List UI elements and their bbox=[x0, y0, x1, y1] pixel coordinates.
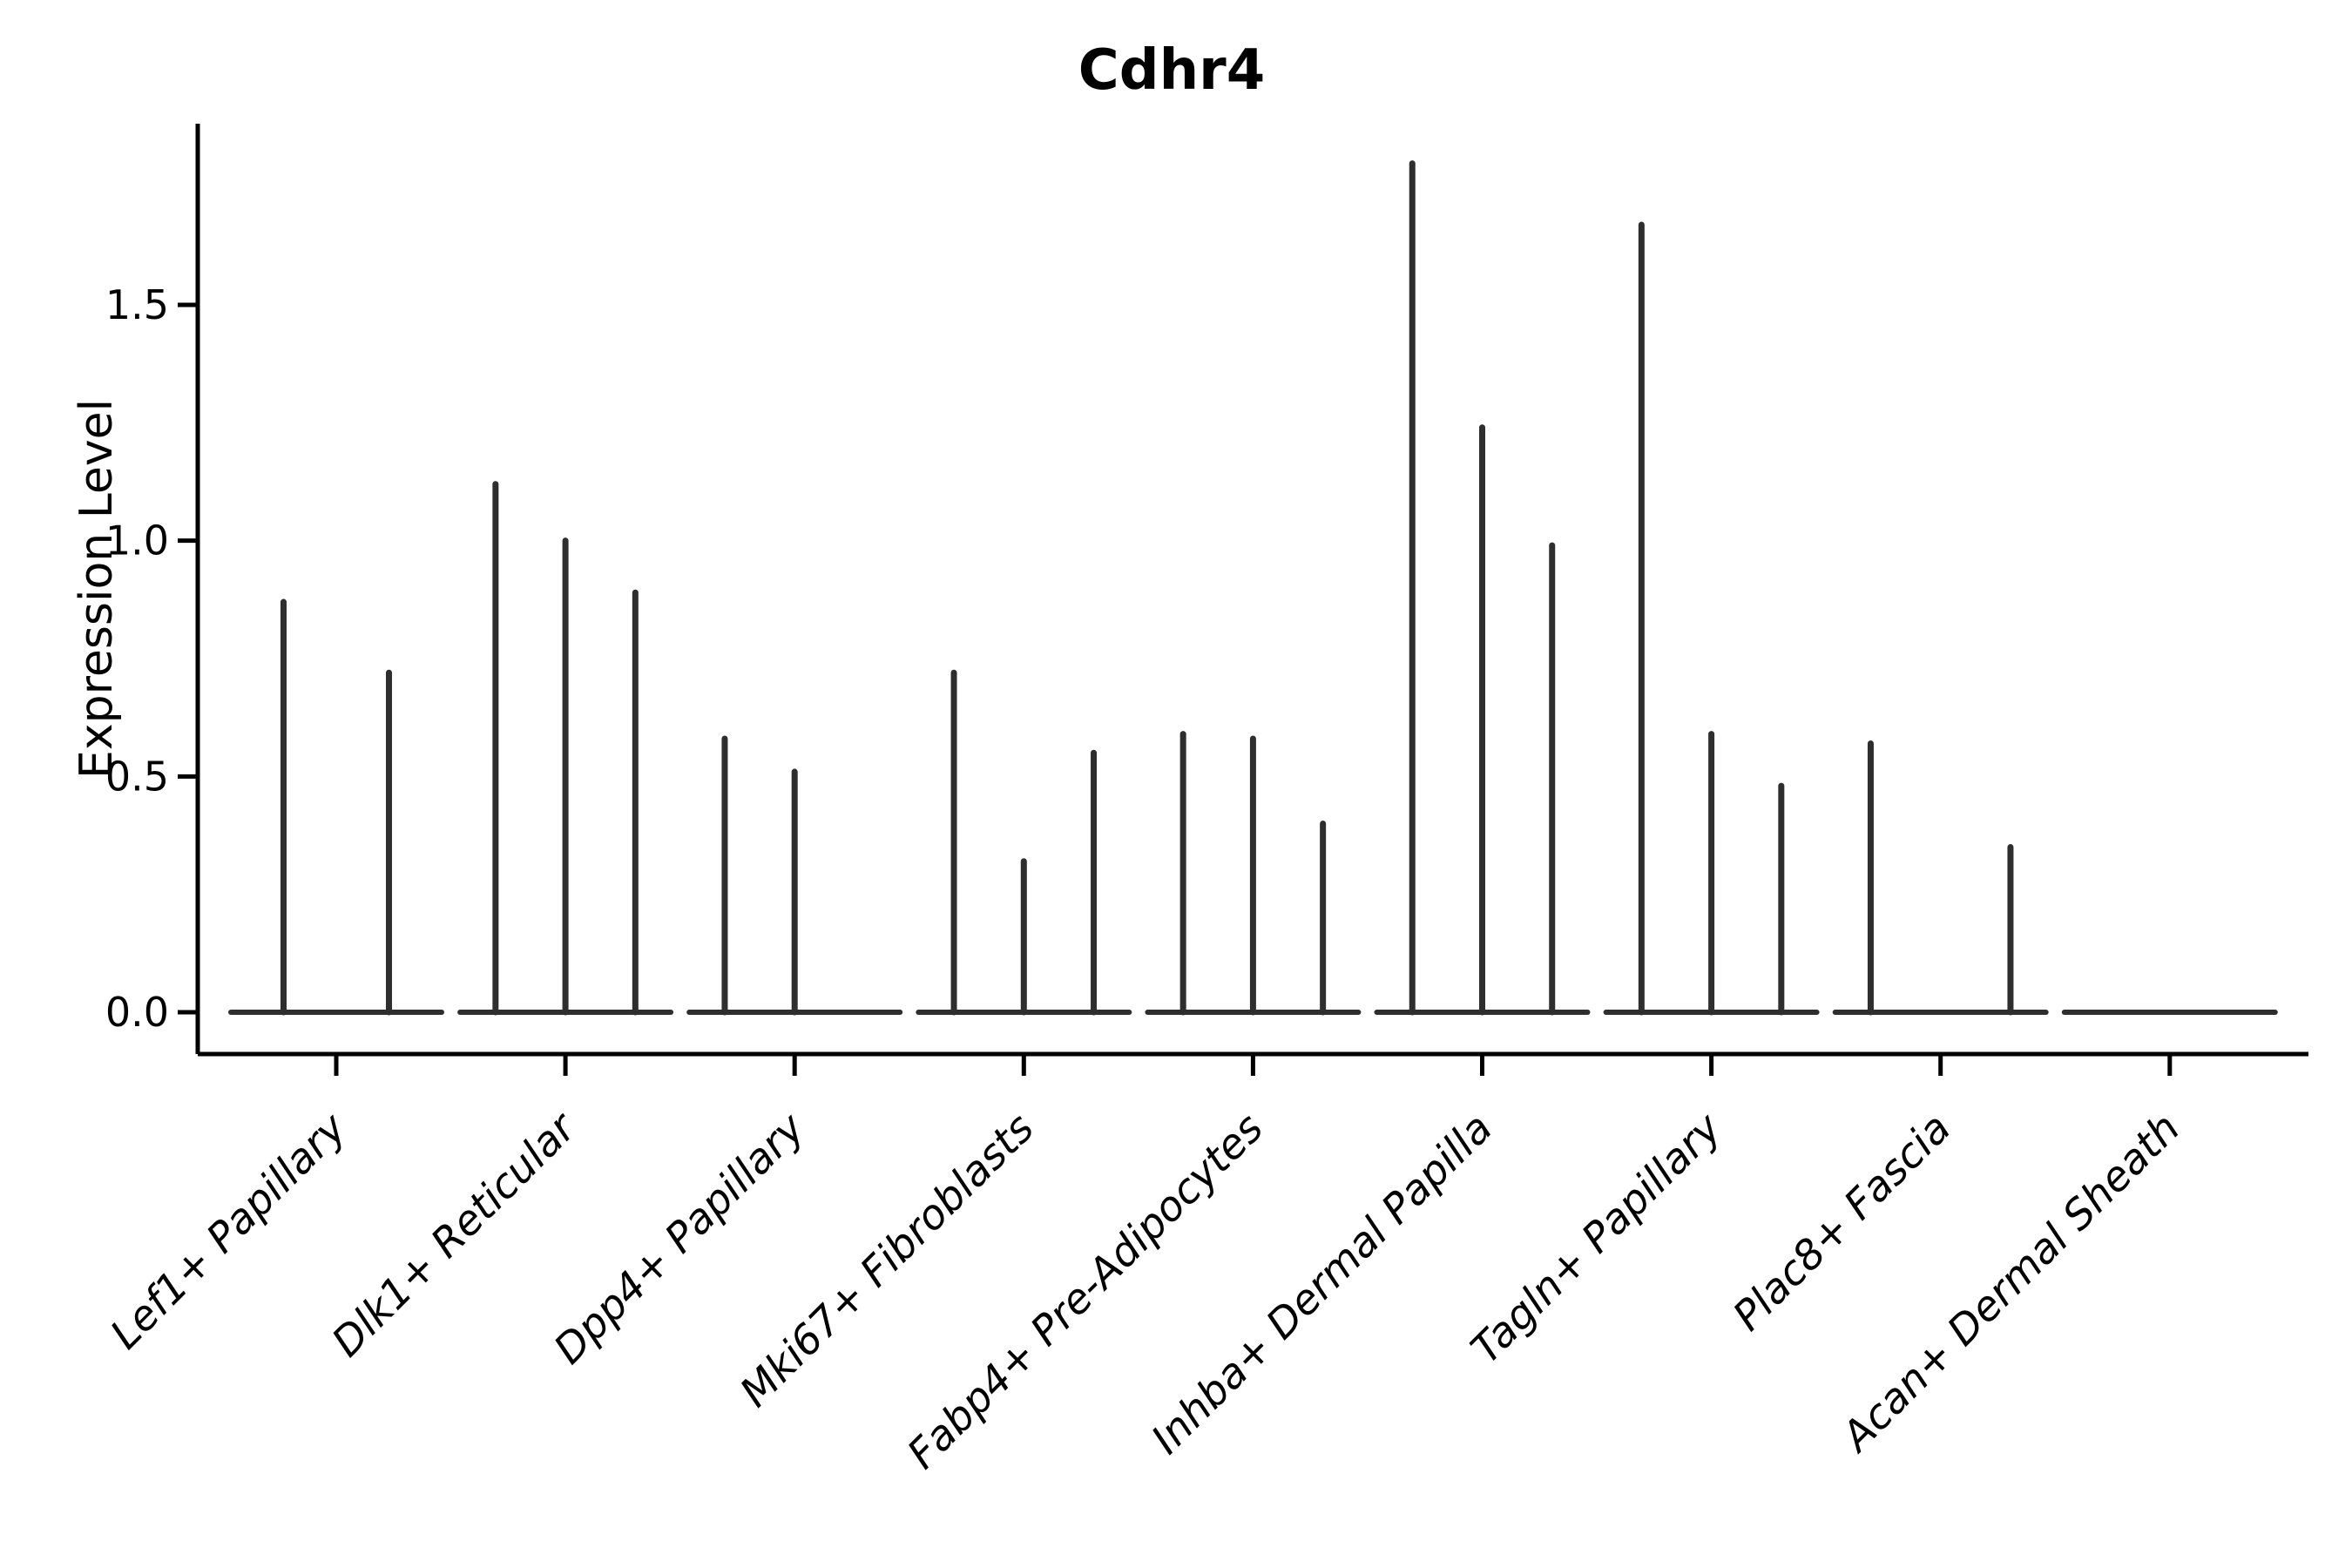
plot-title: Cdhr4 bbox=[1078, 38, 1265, 103]
category-label: Plac8+ Fascia bbox=[1724, 1105, 1960, 1341]
y-tick-label: 1.5 bbox=[105, 281, 169, 328]
y-tick-label: 1.0 bbox=[105, 517, 169, 564]
y-tick-label: 0.0 bbox=[105, 989, 169, 1036]
category-label: Lef1+ Papillary bbox=[101, 1104, 356, 1359]
y-axis-title: Expression Level bbox=[71, 399, 123, 779]
category-label: Dpp4+ Papillary bbox=[545, 1104, 815, 1374]
y-tick-label: 0.5 bbox=[105, 753, 169, 800]
category-label: Dlk1+ Reticular bbox=[323, 1103, 587, 1367]
violins bbox=[228, 160, 2278, 1016]
category-label: Tagln+ Papillary bbox=[1462, 1104, 1732, 1374]
